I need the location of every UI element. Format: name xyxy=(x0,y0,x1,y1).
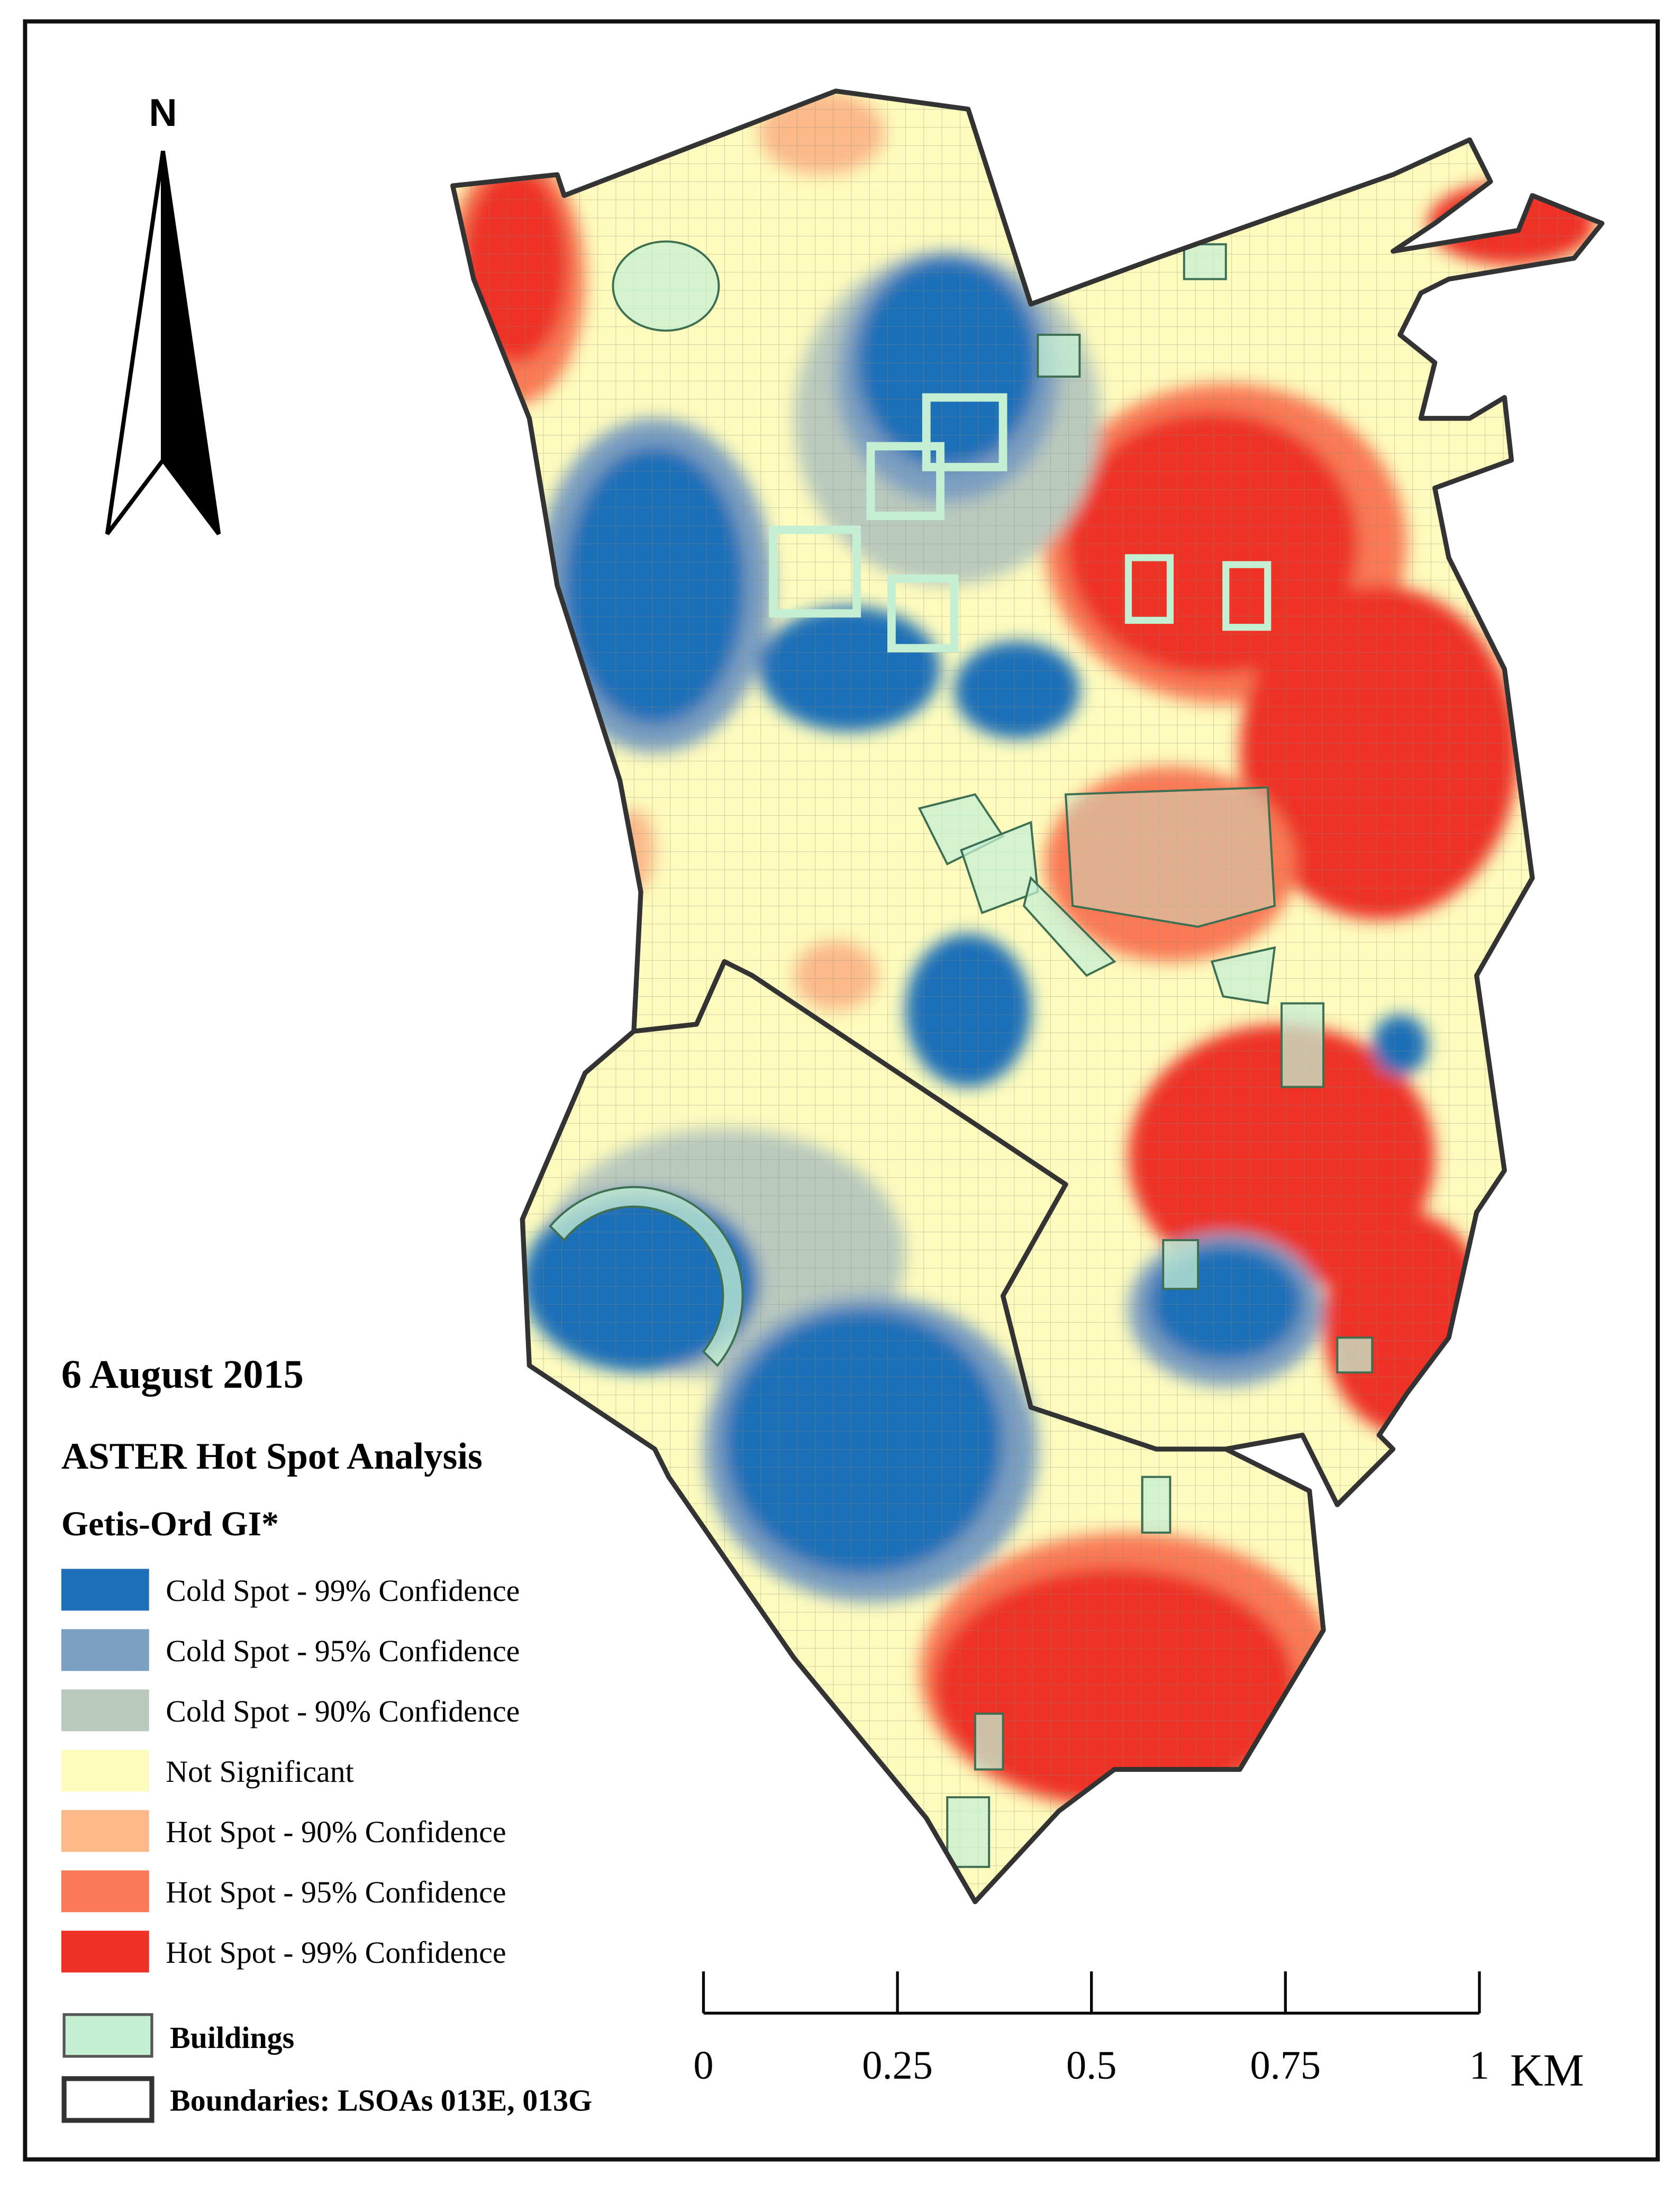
legend-swatch xyxy=(61,2076,155,2123)
building xyxy=(922,393,1007,471)
legend-swatch xyxy=(61,1569,149,1611)
building xyxy=(1183,243,1227,280)
building xyxy=(1037,333,1081,378)
north-label: N xyxy=(149,90,177,134)
scale-tick-label: 0.25 xyxy=(862,2043,933,2088)
building xyxy=(1022,876,1116,977)
map-title: ASTER Hot Spot Analysis xyxy=(61,1436,483,1477)
legend-label: Hot Spot - 99% Confidence xyxy=(166,1935,506,1970)
building xyxy=(946,1796,991,1868)
building xyxy=(1336,1336,1374,1374)
legend-swatch xyxy=(61,1870,149,1913)
building xyxy=(1141,1476,1172,1534)
legend-swatch xyxy=(61,1750,149,1792)
legend-swatch xyxy=(61,1931,149,1973)
building xyxy=(1064,786,1276,928)
building xyxy=(769,525,861,618)
legend-label: Cold Spot - 99% Confidence xyxy=(166,1573,520,1608)
legend-label: Boundaries: LSOAs 013E, 013G xyxy=(170,2083,592,2117)
legend-swatch xyxy=(62,2013,153,2058)
legend-swatch xyxy=(61,1629,149,1671)
building xyxy=(1281,1002,1325,1088)
legend-swatch xyxy=(61,1689,149,1732)
building xyxy=(1124,554,1174,624)
north-arrow: N xyxy=(105,90,221,535)
scale-tick-label: 0.5 xyxy=(1066,2043,1116,2088)
boundary-divider xyxy=(633,959,1226,1452)
building xyxy=(1222,561,1272,631)
building xyxy=(549,1186,744,1367)
scale-bar: 0 0.25 0.5 0.75 1 KM xyxy=(693,1971,1584,2096)
legend-label: Cold Spot - 90% Confidence xyxy=(166,1694,520,1728)
building xyxy=(887,574,959,653)
legend: Cold Spot - 99% Confidence Cold Spot - 95… xyxy=(61,1569,520,1973)
legend-label: Hot Spot - 95% Confidence xyxy=(166,1875,506,1909)
legend-label: Buildings xyxy=(170,2020,294,2055)
building xyxy=(1210,946,1276,1005)
arrow-right xyxy=(161,150,221,535)
building xyxy=(974,1713,1004,1771)
building xyxy=(612,240,720,332)
building-footprints xyxy=(549,240,1374,1868)
legend-label: Cold Spot - 95% Confidence xyxy=(166,1634,520,1668)
legend-label: Hot Spot - 90% Confidence xyxy=(166,1815,506,1849)
map-subtitle: Getis-Ord GI* xyxy=(61,1505,279,1543)
scale-unit: KM xyxy=(1510,2045,1584,2096)
map-date: 6 August 2015 xyxy=(61,1352,304,1397)
legend-swatch xyxy=(61,1810,149,1852)
building xyxy=(1162,1239,1200,1290)
building xyxy=(866,442,945,520)
scale-tick-label: 0 xyxy=(693,2043,713,2088)
legend-label: Not Significant xyxy=(166,1754,353,1789)
lsoa-boundaries xyxy=(450,88,1605,1905)
boundary-outline xyxy=(450,88,1605,1905)
scale-tick-label: 0.75 xyxy=(1250,2043,1321,2088)
scale-tick-label: 1 xyxy=(1469,2043,1490,2088)
